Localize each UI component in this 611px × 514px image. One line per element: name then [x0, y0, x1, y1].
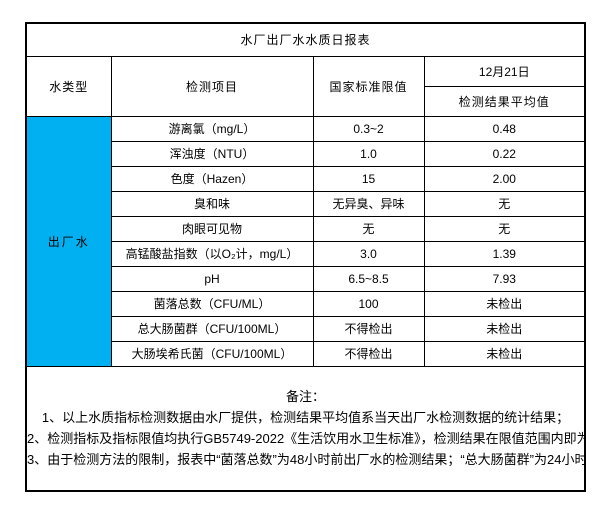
header-row-2: 检测结果平均值	[26, 85, 586, 117]
cell-item: 游离氯（mg/L）	[110, 115, 314, 142]
cell-limit: 无异臭、异味	[312, 190, 425, 217]
table-row: pH 6.5~8.5 7.93	[26, 265, 586, 292]
cell-limit: 不得检出	[312, 340, 425, 367]
cell-result: 2.00	[423, 165, 586, 192]
cell-result: 1.39	[423, 240, 586, 267]
cell-result: 无	[423, 215, 586, 242]
cell-item: 肉眼可见物	[110, 215, 314, 242]
table-row: 高锰酸盐指数（以O₂计，mg/L） 3.0 1.39	[26, 240, 586, 267]
notes-heading: 备注：	[286, 389, 326, 405]
cell-limit: 15	[312, 165, 425, 192]
cell-result: 0.22	[423, 140, 586, 167]
table-row: 浑浊度（NTU） 1.0 0.22	[26, 140, 586, 167]
table-row: 菌落总数（CFU/ML） 100 未检出	[26, 290, 586, 317]
cell-result: 未检出	[423, 340, 586, 367]
cell-limit: 无	[312, 215, 425, 242]
cell-item: 高锰酸盐指数（以O₂计，mg/L）	[110, 240, 314, 267]
water-quality-table: 水厂出厂水水质日报表 水类型 检测项目 国家标准限值 12月21日 检测结果平均…	[25, 22, 587, 492]
cell-limit: 6.5~8.5	[312, 265, 425, 292]
cell-limit: 100	[312, 290, 425, 317]
cell-item: 大肠埃希氏菌（CFU/100ML）	[110, 340, 314, 367]
header-water-type: 水类型	[25, 55, 112, 117]
cell-limit: 3.0	[312, 240, 425, 267]
table-row: 肉眼可见物 无 无	[26, 215, 586, 242]
cell-limit: 不得检出	[312, 315, 425, 342]
table-row: 出厂水 游离氯（mg/L） 0.3~2 0.48	[25, 115, 586, 367]
cell-result: 无	[423, 190, 586, 217]
table-row: 色度（Hazen） 15 2.00	[26, 165, 586, 192]
notes-row: 备注： 1、以上水质指标检测数据由水厂提供，检测结果平均值系当天出厂水检测数据的…	[25, 365, 586, 492]
title-row: 水厂出厂水水质日报表	[25, 22, 586, 57]
cell-item: 浑浊度（NTU）	[110, 140, 314, 167]
cell-item: 总大肠菌群（CFU/100ML）	[110, 315, 314, 342]
page-title: 水厂出厂水水质日报表	[25, 22, 586, 57]
header-date: 12月21日	[423, 55, 586, 87]
table-row: 大肠埃希氏菌（CFU/100ML） 不得检出 未检出	[26, 340, 586, 367]
header-national-limit: 国家标准限值	[312, 55, 425, 117]
cell-item: 臭和味	[110, 190, 314, 217]
header-row-1: 水类型 检测项目 国家标准限值 12月21日	[25, 55, 586, 117]
note-item: 1、以上水质指标检测数据由水厂提供，检测结果平均值系当天出厂水检测数据的统计结果…	[41, 410, 570, 426]
cell-item: 菌落总数（CFU/ML）	[110, 290, 314, 317]
cell-limit: 1.0	[312, 140, 425, 167]
table-row: 臭和味 无异臭、异味 无	[26, 190, 586, 217]
cell-result: 7.93	[423, 265, 586, 292]
header-result-avg: 检测结果平均值	[423, 85, 586, 117]
table-row: 总大肠菌群（CFU/100ML） 不得检出 未检出	[26, 315, 586, 342]
cell-item: pH	[110, 265, 314, 292]
header-item: 检测项目	[110, 55, 314, 117]
note-item: 2、检测指标及指标限值均执行GB5749-2022《生活饮用水卫生标准》，检测结…	[27, 431, 586, 447]
cell-result: 未检出	[423, 290, 586, 317]
cell-result: 0.48	[423, 115, 586, 142]
note-item: 3、由于检测方法的限制，报表中“菌落总数”为48小时前出厂水的检测结果；“总大肠…	[27, 452, 584, 468]
water-type-cell: 出厂水	[25, 115, 112, 367]
notes-cell: 备注： 1、以上水质指标检测数据由水厂提供，检测结果平均值系当天出厂水检测数据的…	[25, 365, 586, 492]
cell-limit: 0.3~2	[312, 115, 425, 142]
cell-item: 色度（Hazen）	[110, 165, 314, 192]
cell-result: 未检出	[423, 315, 586, 342]
